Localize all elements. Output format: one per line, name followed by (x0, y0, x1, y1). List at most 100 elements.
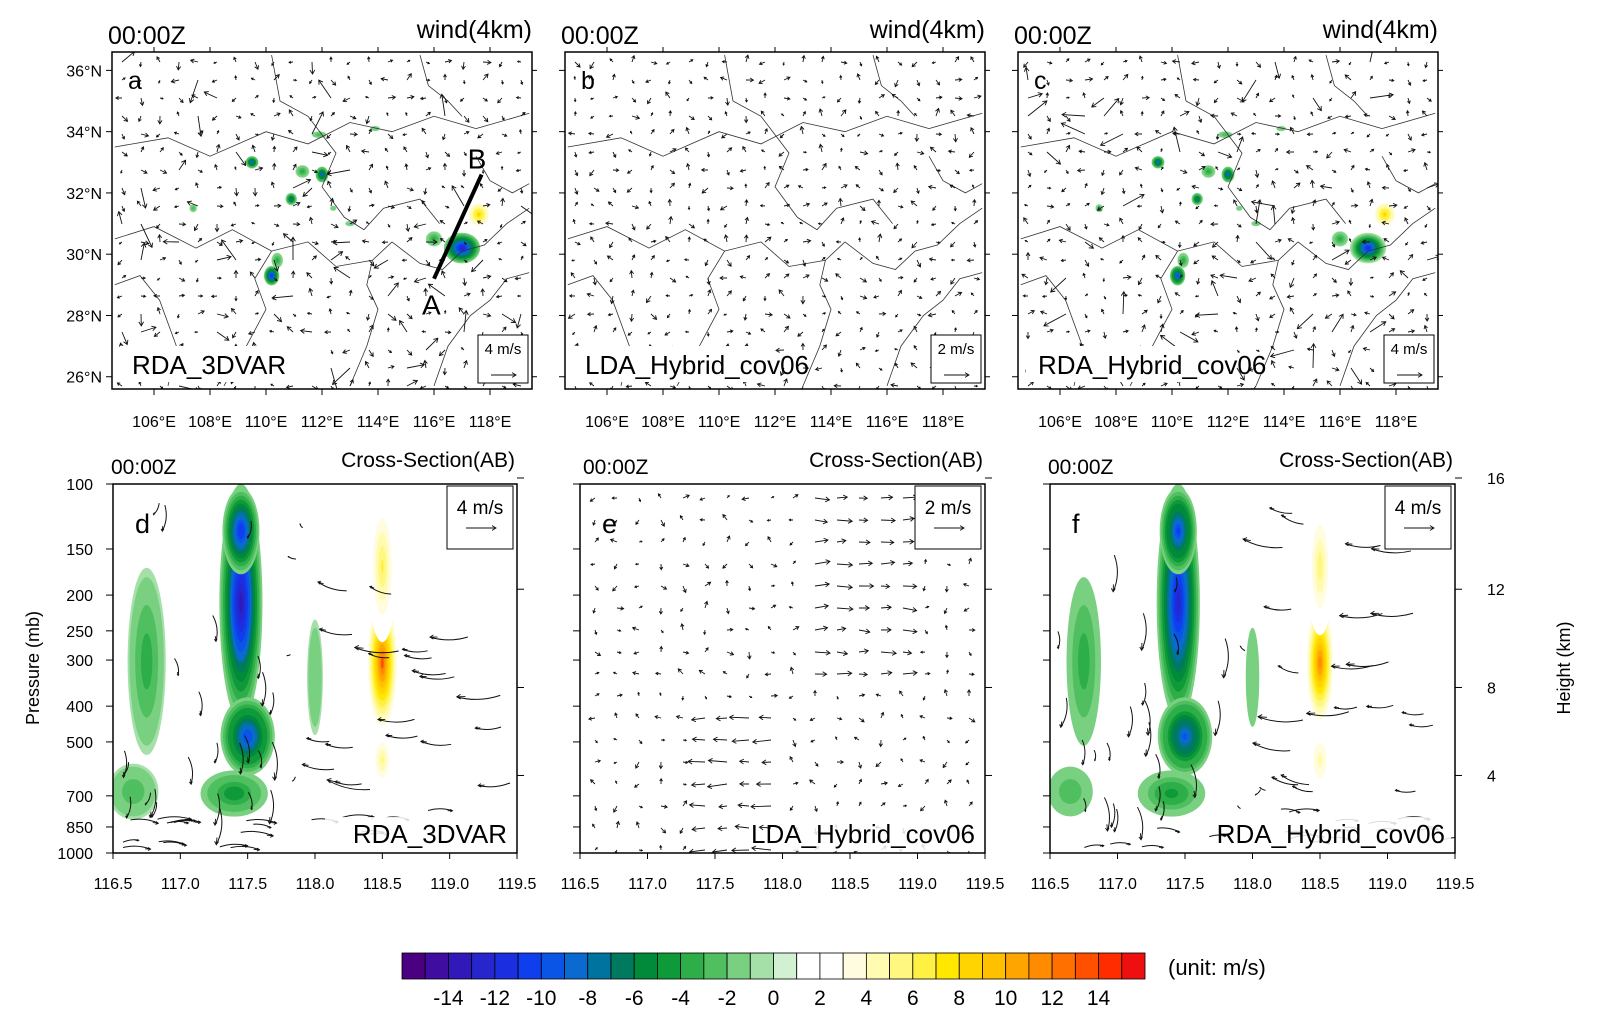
wind-vector (153, 293, 161, 298)
colorbar-swatch (564, 952, 589, 980)
wind-vector (1274, 238, 1282, 243)
wind-vector (121, 187, 126, 196)
wind-vector (349, 131, 359, 137)
wind-vector (211, 79, 218, 83)
wind-vector (783, 184, 790, 189)
wind-vector (717, 825, 728, 832)
wind-vector (605, 221, 614, 226)
wind-vector (520, 241, 527, 247)
wind-vector (194, 259, 199, 263)
wind-vector (919, 650, 926, 654)
wind-vector (1103, 75, 1109, 81)
streamline-arrow (1257, 714, 1268, 720)
wind-vector (744, 216, 749, 225)
wind-vector (616, 606, 625, 611)
wind-vector (700, 167, 709, 173)
wind-vector (373, 259, 389, 269)
wind-vector (178, 259, 182, 265)
wind-vector (214, 163, 218, 171)
wind-vector (660, 538, 665, 543)
wind-vector (235, 239, 244, 244)
wind-vector (859, 256, 863, 261)
wind-vector (954, 169, 960, 175)
wind-vector (345, 256, 351, 261)
wind-vector (950, 277, 956, 285)
colorbar-swatch (935, 952, 960, 980)
wind-vector (1289, 126, 1295, 135)
wind-vector (176, 61, 182, 71)
wind-vector (349, 115, 357, 120)
wind-vector (1270, 359, 1276, 369)
wind-vector (859, 150, 869, 156)
wind-vector (197, 169, 203, 173)
streamline (1281, 514, 1304, 525)
wind-vector (690, 781, 706, 788)
wind-vector (799, 221, 804, 225)
wind-vector (758, 61, 766, 66)
wind-vector (1084, 182, 1088, 189)
streamline-arrow (1099, 844, 1105, 848)
wind-vector (1310, 342, 1317, 369)
wind-vector (744, 627, 750, 631)
wind-vector (1255, 313, 1260, 322)
streamline-arrow (213, 818, 218, 827)
experiment-label: RDA_3DVAR (132, 350, 286, 380)
wind-vector (235, 115, 242, 119)
wind-vector (481, 169, 485, 174)
streamline (215, 808, 223, 845)
wind-vector (1236, 259, 1241, 263)
wind-vector (1350, 131, 1355, 135)
wind-vector (802, 79, 808, 83)
wind-vector (818, 108, 824, 117)
colorbar-tick-label: 2 (814, 987, 826, 1010)
province-border (928, 156, 983, 194)
wind-vector (650, 313, 658, 320)
wind-vector (779, 133, 785, 139)
wind-vector (711, 848, 728, 853)
panel-letter: e (602, 509, 617, 539)
wind-vector (1023, 66, 1030, 81)
wind-vector (249, 271, 256, 279)
wind-vector (1102, 331, 1107, 340)
wind-vector (233, 201, 237, 207)
wind-vector (840, 295, 844, 301)
wind-vector (1368, 223, 1372, 229)
streamline (1271, 776, 1299, 786)
height-axis-title: Height (km) (1554, 621, 1574, 714)
wind-vector (1253, 112, 1257, 117)
reference-vector-label: 2 m/s (938, 341, 975, 358)
wind-vector (515, 96, 522, 100)
wind-vector (916, 97, 921, 102)
wind-vector (495, 151, 503, 155)
wind-vector (254, 95, 259, 99)
wind-vector (1310, 73, 1315, 81)
wind-vector (900, 758, 904, 763)
wind-vector (627, 331, 633, 336)
wind-vector (783, 325, 789, 333)
shading-patch (1289, 177, 1290, 178)
wind-vector (567, 313, 576, 319)
colorbar-swatch (610, 952, 635, 980)
streamline-arrow (292, 779, 294, 782)
wind-vector (365, 115, 371, 125)
wind-vector (571, 259, 576, 262)
wind-vector (387, 133, 394, 140)
wind-vector (625, 384, 633, 389)
wind-vector (140, 187, 148, 209)
wind-vector (1305, 165, 1314, 171)
streamline (317, 581, 347, 592)
wind-vector (613, 738, 618, 741)
streamline (1401, 711, 1424, 716)
wind-vector (444, 59, 453, 64)
wind-vector (745, 255, 751, 261)
wind-vector (900, 713, 904, 719)
wind-vector (681, 695, 685, 701)
wind-vector (1407, 148, 1416, 153)
wind-vector (1122, 329, 1130, 334)
wind-vector (615, 780, 618, 785)
wind-vector (302, 187, 313, 197)
wind-vector (677, 668, 684, 675)
wind-vector (292, 163, 297, 171)
wind-vector (612, 671, 618, 675)
wind-vector (140, 276, 147, 280)
